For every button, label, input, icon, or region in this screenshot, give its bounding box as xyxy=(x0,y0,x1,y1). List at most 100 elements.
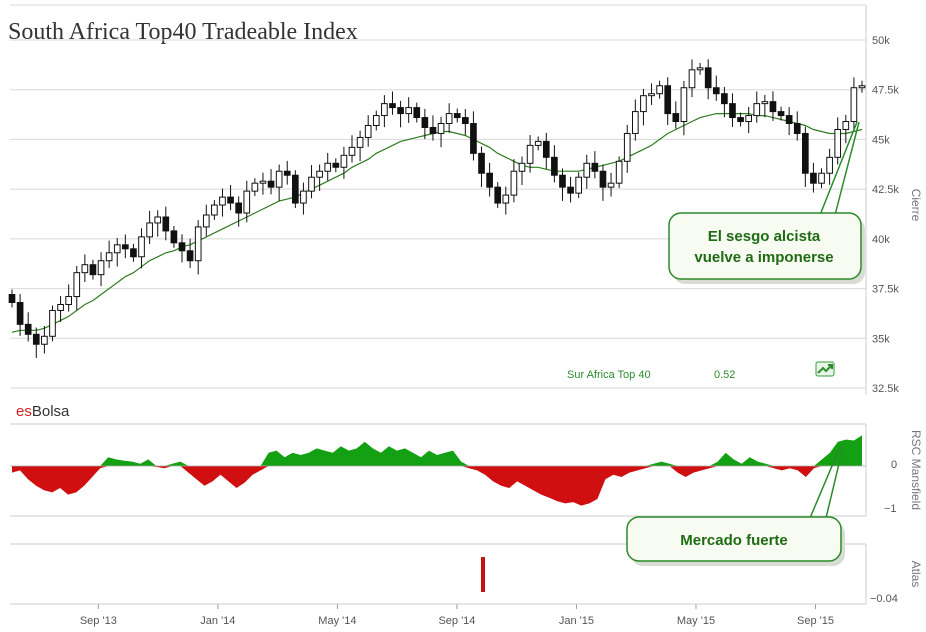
callout-bias-box xyxy=(668,212,862,280)
candle-body xyxy=(259,180,267,184)
candle-body xyxy=(615,160,623,184)
candle-body xyxy=(462,117,469,125)
brand-suffix: Bolsa xyxy=(32,403,70,420)
x-tick-label: Sep '13 xyxy=(80,615,117,627)
candle-body xyxy=(470,123,477,154)
indicator-value: 0.52 xyxy=(714,369,735,381)
rsc-negative-area xyxy=(12,466,862,506)
grid-lines xyxy=(10,4,866,389)
candle-body xyxy=(834,128,842,158)
candle-body xyxy=(785,115,793,125)
candle-body xyxy=(591,162,599,172)
candle-body xyxy=(89,264,97,276)
candle-body xyxy=(348,146,356,156)
candle-body xyxy=(542,140,550,158)
candle-body xyxy=(559,174,566,188)
chart-title: South Africa Top40 Tradeable Index xyxy=(8,19,358,45)
callout-bias-pointer-1 xyxy=(819,121,858,216)
x-axis-ticks: Sep '13 Jan '14 May '14 Sep '14 Jan '15 May '… xyxy=(80,604,834,627)
candle-body xyxy=(364,125,372,138)
price-y-tick-label: 47.5k xyxy=(872,85,899,97)
candle-body xyxy=(292,174,299,204)
callout-bias-line2: vuelve a imponerse xyxy=(694,249,833,266)
candle-body xyxy=(397,107,404,115)
sma-line xyxy=(11,113,863,333)
candle-body xyxy=(818,172,825,184)
candle-body xyxy=(761,101,769,105)
candle-body xyxy=(227,196,234,204)
candle-body xyxy=(534,140,542,146)
rsc-y-axis-title: RSC Mansfield xyxy=(909,430,923,510)
trend-up-icon[interactable] xyxy=(815,361,835,377)
brand-prefix: es xyxy=(16,403,32,420)
rsc-area-series xyxy=(10,435,866,517)
callout-market-text: Mercado fuerte xyxy=(680,532,788,549)
candle-body xyxy=(502,194,510,204)
candle-body xyxy=(194,226,202,262)
candle-body xyxy=(105,252,113,262)
candle-body xyxy=(316,170,323,178)
candle-body xyxy=(97,260,105,276)
x-tick-label: Sep '14 xyxy=(438,615,475,627)
candle-body xyxy=(113,244,121,254)
candle-body xyxy=(640,95,647,113)
indicator-name: Sur Africa Top 40 xyxy=(567,369,651,381)
candle-body xyxy=(381,103,388,117)
candle-body xyxy=(154,216,162,224)
candle-body xyxy=(146,222,153,238)
candle-body xyxy=(332,162,340,168)
candle-body xyxy=(486,172,493,188)
candle-body xyxy=(478,152,485,174)
candle-body xyxy=(842,121,850,130)
candle-body xyxy=(575,176,582,194)
candle-body xyxy=(688,69,696,89)
candle-body xyxy=(445,113,453,125)
candle-body xyxy=(769,101,777,113)
candle-body xyxy=(826,156,833,174)
candle-body xyxy=(340,154,348,168)
callout-market: Mercado fuerte xyxy=(626,446,845,566)
candle-body xyxy=(243,190,251,214)
candle-body xyxy=(372,115,380,127)
candle-body xyxy=(551,156,558,176)
candle-body xyxy=(494,186,502,204)
candle-body xyxy=(793,123,801,134)
price-y-tick-label: 50k xyxy=(872,35,890,47)
candle-body xyxy=(283,170,291,176)
x-tick-label: Sep '15 xyxy=(797,615,834,627)
x-tick-label: May '15 xyxy=(677,615,715,627)
candle-body xyxy=(453,113,461,119)
candle-body xyxy=(437,123,445,134)
candle-body xyxy=(65,296,73,305)
candle-body xyxy=(721,93,728,105)
candle-body xyxy=(656,85,663,95)
x-tick-label: Jan '15 xyxy=(559,615,594,627)
candle-body xyxy=(122,244,129,250)
candle-body xyxy=(275,170,283,188)
price-y-tick-label: 32.5k xyxy=(872,383,899,395)
candle-body xyxy=(49,309,56,337)
candle-body xyxy=(421,117,429,128)
candle-body xyxy=(429,126,437,134)
callout-market-box xyxy=(626,516,842,562)
candle-body xyxy=(211,204,218,216)
candle-body xyxy=(680,87,688,123)
candle-body xyxy=(632,111,639,134)
candle-body xyxy=(704,67,712,89)
candle-body xyxy=(324,162,332,172)
brand-logo: esBolsa xyxy=(16,403,70,420)
rsc-positive-area xyxy=(12,435,862,466)
candle-body xyxy=(583,162,591,178)
candle-body xyxy=(858,85,866,89)
candle-body xyxy=(712,87,720,95)
candle-body xyxy=(810,172,817,184)
atlas-tick: −0.04 xyxy=(870,593,898,605)
candle-body xyxy=(405,107,413,115)
candle-body xyxy=(219,196,226,206)
callout-market-pointer-1 xyxy=(809,446,841,519)
candle-body xyxy=(648,93,655,97)
candle-body xyxy=(567,186,574,194)
candle-body xyxy=(16,301,24,325)
candle-body xyxy=(170,230,178,244)
price-y-ticks: 32.5k 35k 37.5k 40k 42.5k 45k 47.5k 50k xyxy=(872,35,899,395)
